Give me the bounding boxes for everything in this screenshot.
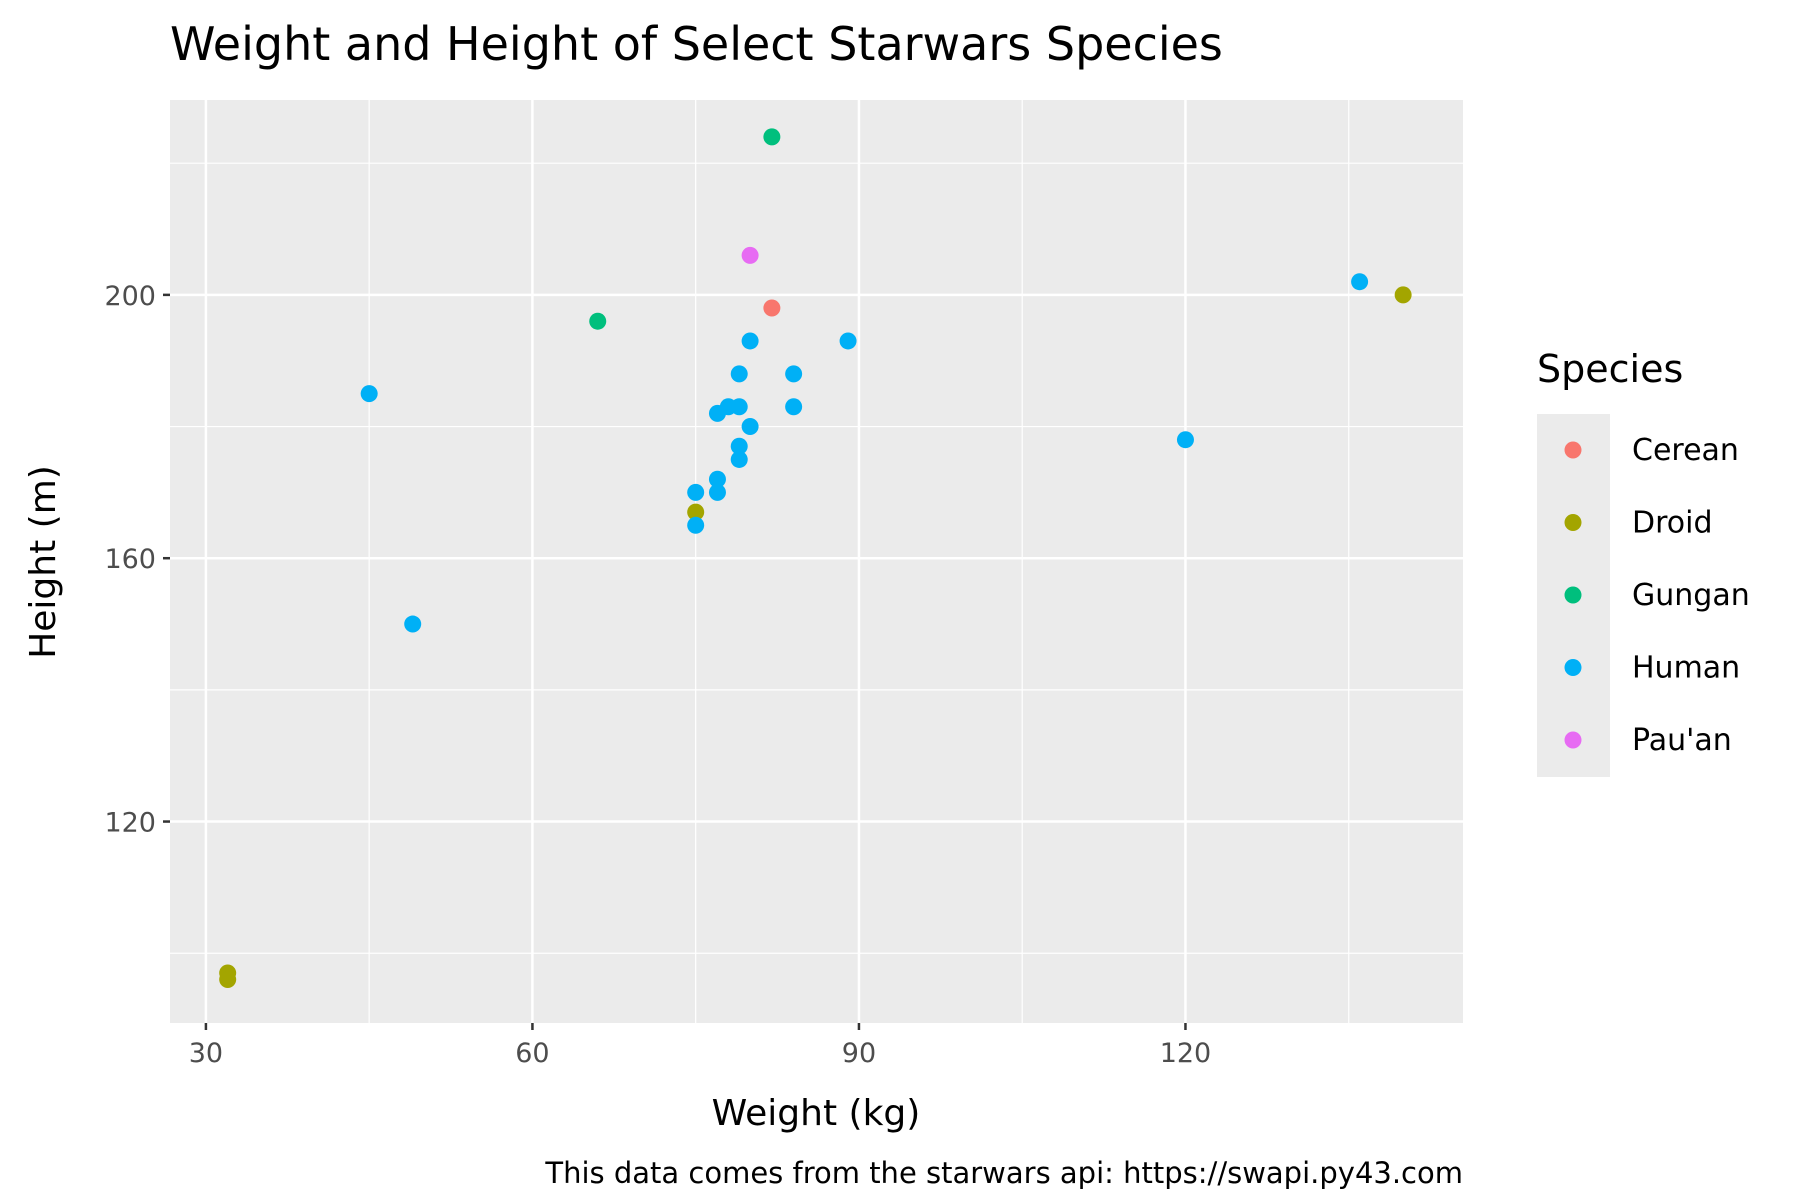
legend-label: Pau'an	[1632, 723, 1732, 758]
y-tick-label: 200	[104, 281, 156, 312]
legend-label: Droid	[1632, 506, 1713, 541]
data-point	[730, 437, 748, 455]
chart-caption: This data comes from the starwars api: h…	[544, 1156, 1463, 1190]
y-tick-label: 120	[104, 808, 156, 839]
legend-key	[1564, 659, 1582, 676]
data-point	[741, 332, 759, 350]
data-point	[687, 483, 705, 501]
x-tick-label: 30	[189, 1038, 223, 1069]
data-points	[219, 128, 1412, 989]
plot-panel	[170, 100, 1463, 1023]
data-point	[839, 332, 857, 350]
legend: Species Cerean Droid Gungan Human Pau'an	[1537, 347, 1750, 777]
x-tick-label: 90	[842, 1038, 876, 1069]
data-point	[763, 128, 781, 146]
legend-label: Human	[1632, 651, 1740, 686]
legend-items: Cerean Droid Gungan Human Pau'an	[1564, 433, 1750, 758]
x-tick-label: 60	[515, 1038, 549, 1069]
y-tick-label: 160	[104, 544, 156, 575]
x-axis: 30 60 90 120	[189, 1023, 1211, 1069]
data-point	[785, 365, 803, 383]
data-point	[219, 971, 237, 989]
data-point	[589, 312, 607, 330]
legend-label: Gungan	[1632, 578, 1750, 613]
y-axis: 120 160 200	[104, 281, 170, 839]
x-tick-label: 120	[1160, 1038, 1212, 1069]
legend-key	[1564, 586, 1582, 604]
data-point	[708, 483, 726, 501]
legend-key	[1564, 441, 1582, 459]
data-point	[785, 398, 803, 416]
data-point	[730, 365, 748, 383]
data-point	[708, 470, 726, 488]
data-point	[1394, 286, 1412, 304]
chart-title: Weight and Height of Select Starwars Spe…	[170, 17, 1223, 71]
legend-label: Cerean	[1632, 433, 1739, 468]
data-point	[741, 418, 759, 436]
legend-key	[1564, 514, 1582, 531]
data-point	[404, 615, 422, 633]
legend-key	[1564, 731, 1582, 749]
minor-gridlines	[170, 100, 1463, 1023]
data-point	[687, 516, 705, 534]
data-point	[730, 450, 748, 468]
data-point	[687, 503, 705, 521]
data-point	[763, 299, 781, 317]
data-point	[730, 398, 748, 416]
y-axis-label: Height (m)	[23, 465, 64, 659]
data-point	[1351, 273, 1369, 291]
x-axis-label: Weight (kg)	[712, 1093, 921, 1134]
data-point	[741, 246, 759, 264]
data-point	[360, 385, 378, 403]
data-point	[1176, 431, 1194, 449]
legend-title: Species	[1537, 347, 1683, 391]
major-gridlines	[170, 100, 1463, 1023]
